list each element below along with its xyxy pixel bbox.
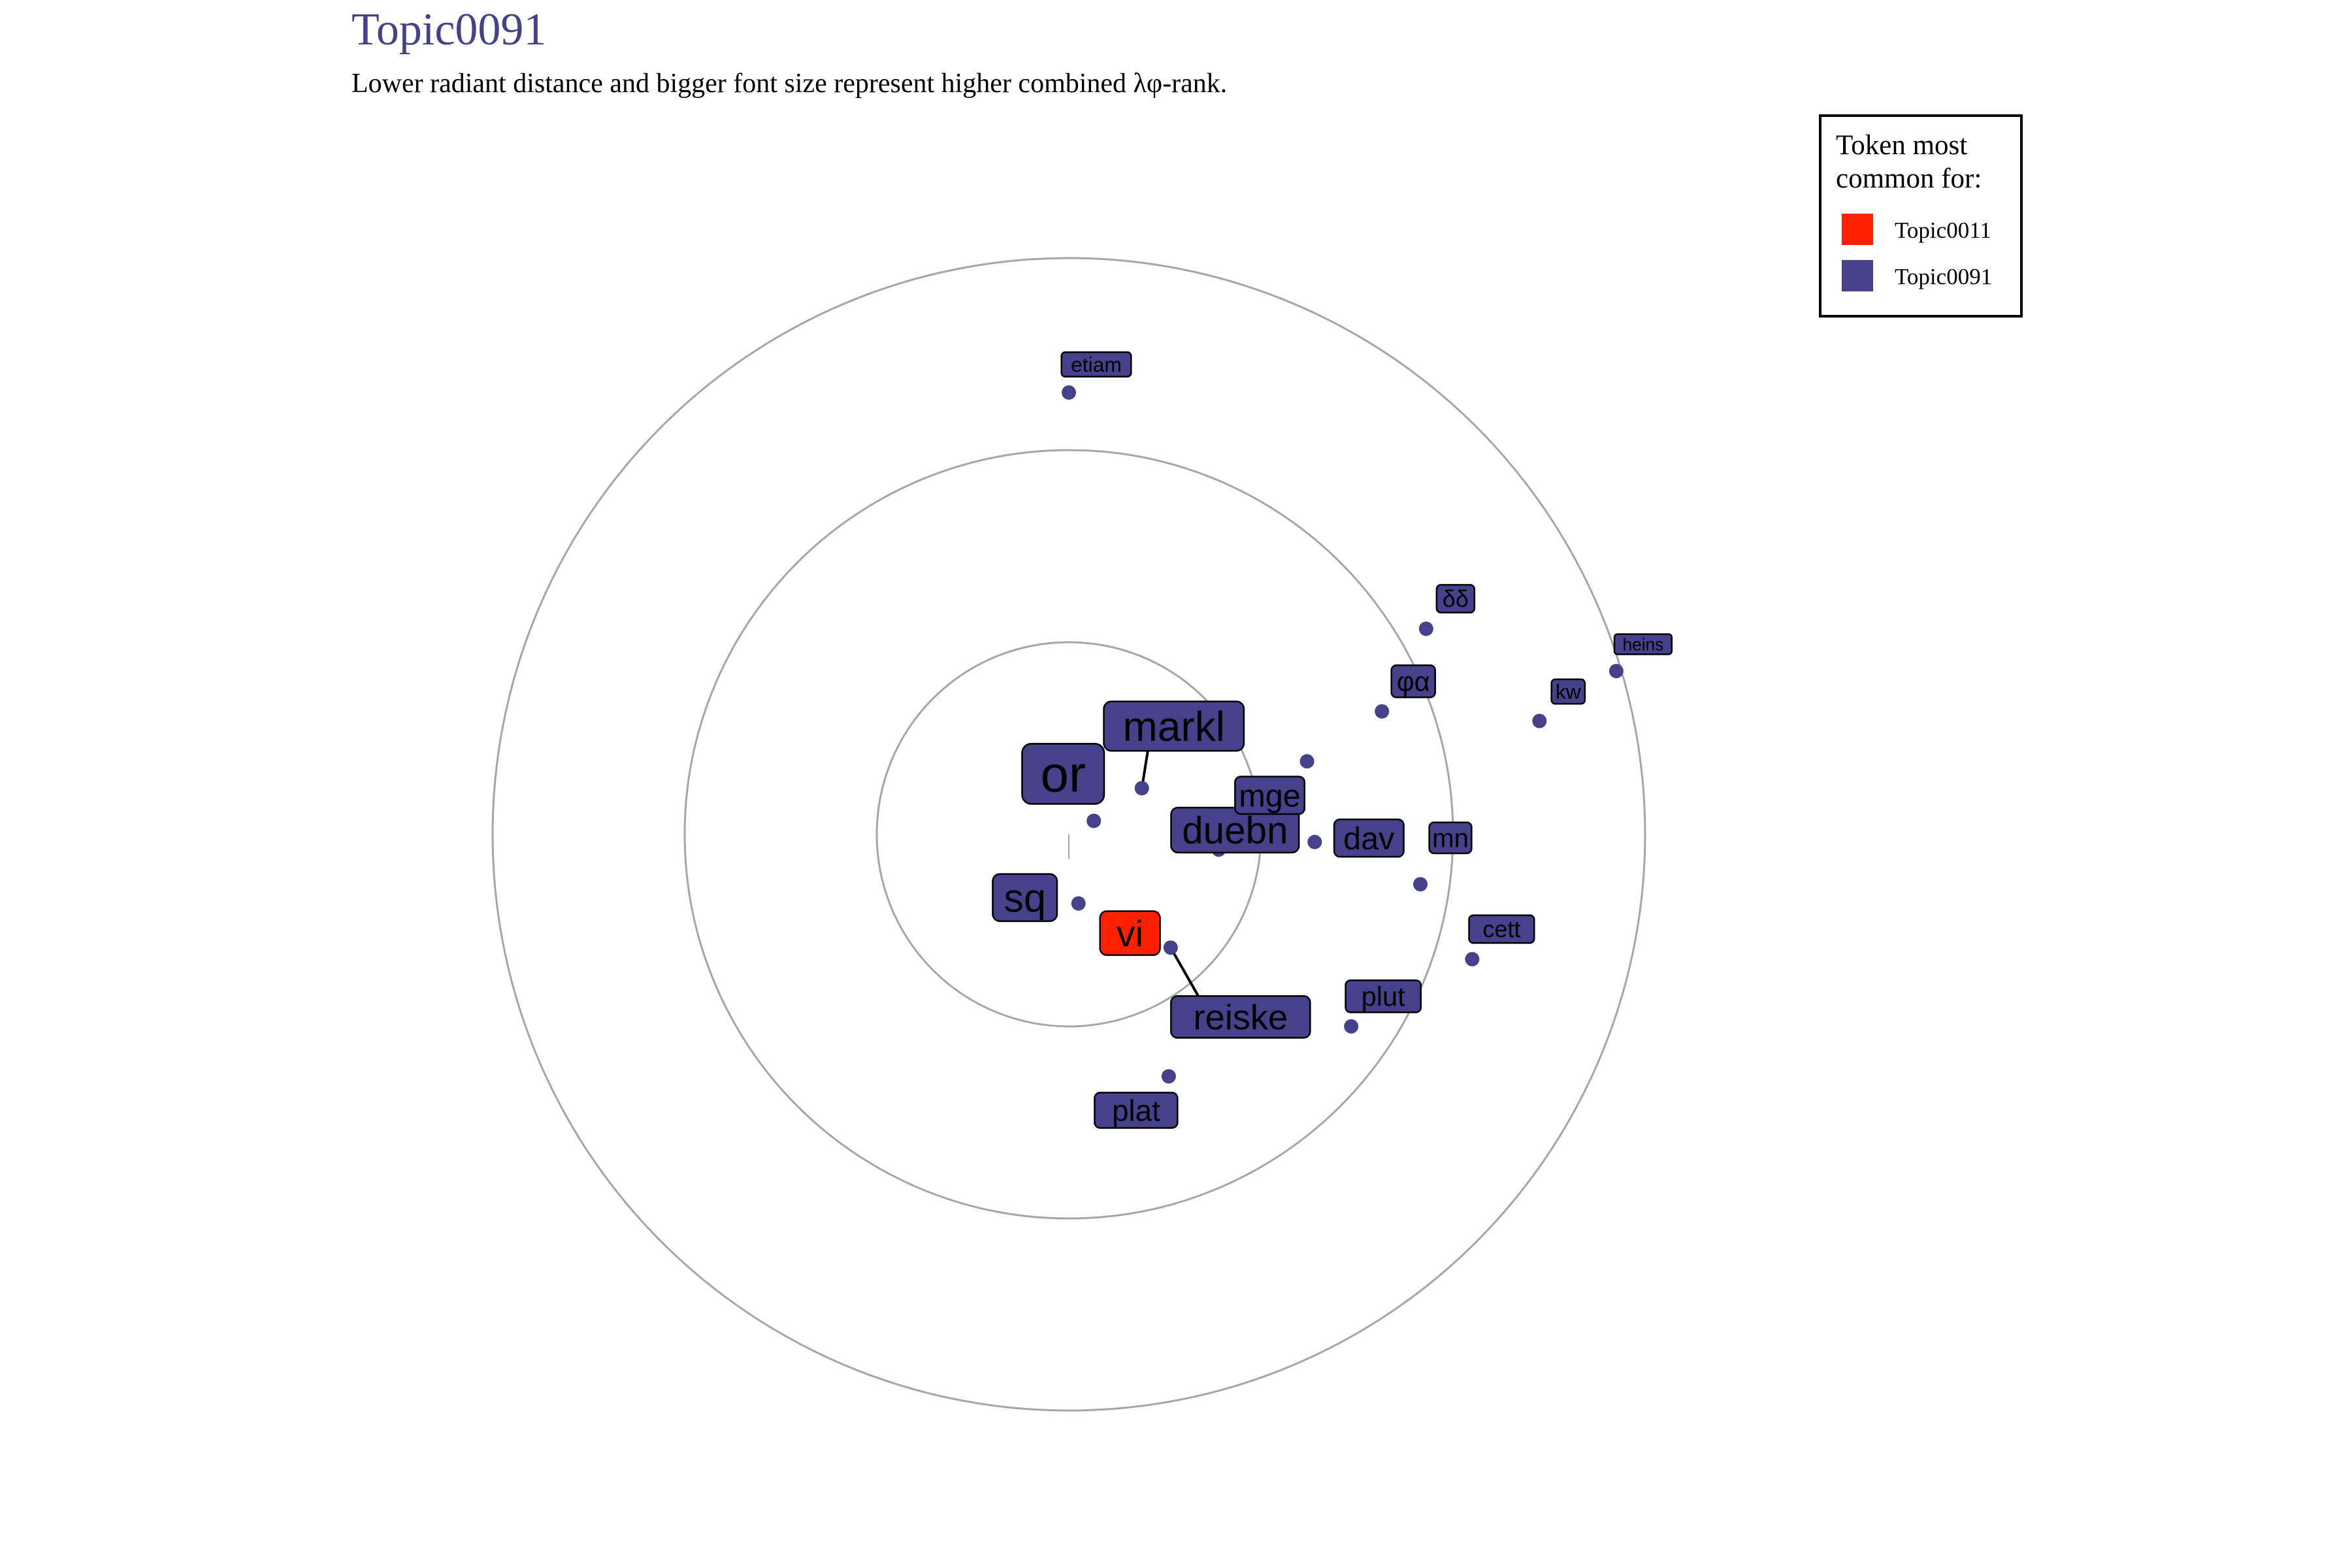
legend-swatch-topic0091 [1842,260,1873,291]
label-mn: mn [1432,824,1469,853]
label-box-heins [1613,633,1673,655]
point-reiske [1163,940,1178,955]
point-markl [1134,781,1149,796]
label-box-token-10 [1390,664,1436,698]
label-box-cett [1468,914,1535,944]
label-box-plat [1094,1092,1179,1129]
label-box-vi [1099,910,1161,956]
label-token-10: φα [1397,666,1430,696]
point-mn [1413,877,1428,892]
label-dav: dav [1343,821,1395,857]
label-box-dav [1333,818,1405,858]
label-box-plut [1345,979,1422,1013]
distance-ring-3 [491,257,1646,1412]
label-etiam: etiam [1071,353,1122,376]
label-markl: markl [1123,703,1225,750]
label-box-mn [1428,821,1473,855]
chart-title: Topic0091 [351,5,546,55]
label-cett: cett [1482,916,1520,943]
label-plat: plat [1112,1094,1160,1127]
legend-label-topic0091: Topic0091 [1895,264,1992,289]
label-sq: sq [1004,875,1046,920]
point-heins [1609,664,1624,679]
legend-label-topic0011: Topic0011 [1895,218,1991,243]
label-duebn: duebn [1182,809,1288,852]
label-plut: plut [1362,981,1406,1012]
legend-title-line-2: common for: [1836,163,1982,194]
label-box-kw [1550,678,1586,705]
label-box-sq [992,873,1058,923]
label-box-reiske [1170,995,1311,1039]
label-kw: kw [1556,680,1582,704]
point-cett [1465,952,1480,967]
point-plat [1161,1069,1176,1084]
label-box-etiam [1060,351,1132,378]
label-box-mge [1234,776,1306,815]
point-or [1086,813,1102,828]
label-box-or [1021,743,1105,805]
legend-title-line-1: Token most [1836,130,1967,161]
label-box-markl [1103,700,1245,752]
point-token-10 [1375,704,1390,719]
point-plut [1344,1019,1359,1034]
label-token-13: δδ [1443,585,1469,612]
point-mge [1299,754,1315,769]
label-reiske: reiske [1194,998,1288,1037]
point-dav [1307,834,1322,849]
chart-subtitle: Lower radiant distance and bigger font s… [351,69,1227,99]
label-heins: heins [1623,634,1664,654]
legend: Token most common for: Topic0011 Topic00… [1819,114,2023,318]
connector-markl [1140,744,1151,789]
label-vi: vi [1117,913,1143,955]
label-mge: mge [1239,778,1301,813]
label-or: or [1041,745,1086,803]
point-kw [1532,713,1547,728]
point-etiam [1062,385,1076,400]
point-sq [1071,896,1086,911]
label-box-token-13 [1435,583,1476,613]
point-token-13 [1418,621,1433,636]
legend-swatch-topic0011 [1842,214,1873,245]
